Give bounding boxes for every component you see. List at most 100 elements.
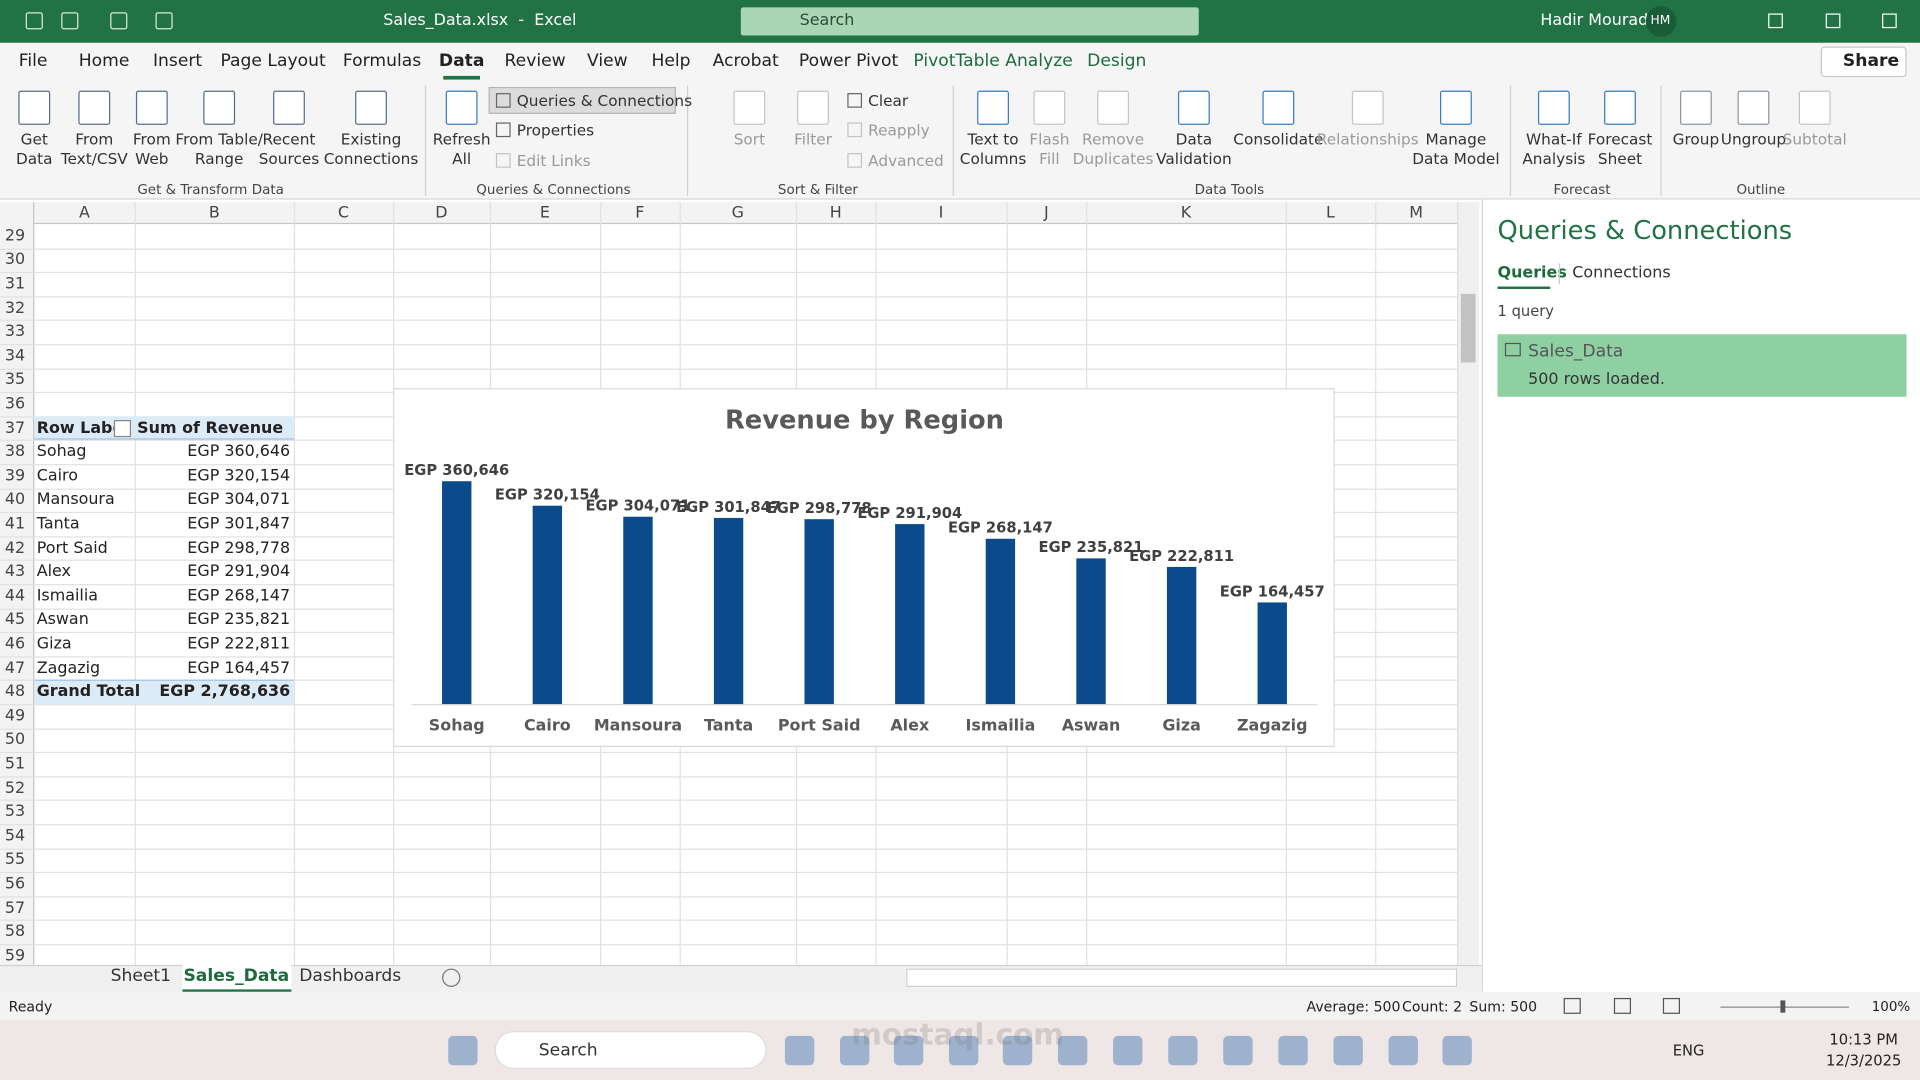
ribbon-button[interactable]: What-If Analysis [1522,129,1586,168]
window-control[interactable] [1768,13,1783,29]
bar[interactable] [532,506,563,705]
taskbar-app[interactable] [1057,1035,1088,1066]
quick-access-icon[interactable] [61,12,79,30]
bar[interactable] [1257,602,1287,705]
ribbon-button[interactable]: Consolidate [1233,129,1324,149]
taskbar-app[interactable] [893,1035,924,1066]
ribbon-small-button[interactable]: Properties [516,120,595,139]
ribbon-button[interactable]: Recent Sources [258,129,320,168]
ribbon-icon[interactable] [1033,90,1066,125]
ribbon-icon[interactable] [78,90,111,125]
ribbon-small-button[interactable]: Clear [868,91,909,110]
ribbon-tab[interactable]: Insert [152,51,203,72]
filter-button[interactable] [113,419,132,437]
taskbar-app[interactable] [1442,1035,1472,1066]
ribbon-small-button[interactable]: Reapply [868,120,930,139]
ribbon-icon[interactable] [1097,90,1129,125]
ribbon-icon[interactable] [1680,90,1712,125]
ribbon-button[interactable]: Filter [794,129,833,149]
add-sheet[interactable] [442,968,461,987]
ribbon-button[interactable]: From Web [132,129,171,168]
ribbon-tab[interactable]: Design [1087,51,1147,72]
ribbon-button[interactable]: Ungroup [1720,129,1787,149]
taskbar-search[interactable] [494,1031,767,1069]
view-button[interactable] [1662,997,1680,1014]
ribbon-button[interactable]: Remove Duplicates [1072,129,1154,168]
ribbon-icon[interactable] [1737,90,1770,125]
ribbon-button[interactable]: Get Data [16,129,53,168]
ribbon-icon[interactable] [1262,90,1295,125]
bar[interactable] [442,481,472,705]
ribbon-button[interactable]: Refresh All [432,129,491,168]
ribbon-tab[interactable]: Page Layout [220,51,326,72]
view-button[interactable] [1563,997,1581,1014]
ribbon-tab[interactable]: Acrobat [712,51,779,72]
taskbar-app[interactable] [948,1035,979,1066]
ribbon-icon[interactable] [977,90,1009,125]
ribbon-icon[interactable] [1798,90,1831,125]
ribbon-small-button[interactable]: Queries & Connections [516,91,693,110]
ribbon-icon[interactable] [1604,90,1636,125]
ribbon-tab[interactable]: PivotTable Analyze [913,51,1073,72]
share-button[interactable] [1820,46,1907,78]
bar[interactable] [804,519,834,705]
query-item[interactable]: Sales_Data 500 rows loaded. [1497,334,1907,397]
ribbon-tab[interactable]: Power Pivot [798,51,899,72]
bar[interactable] [1166,566,1197,705]
quick-access-icon[interactable] [155,12,173,30]
ribbon-button[interactable]: From Text/CSV [60,129,128,168]
ribbon-tab[interactable]: Home [78,51,130,72]
bar[interactable] [985,538,1016,705]
sheet-tab[interactable]: Sheet1 [110,966,172,986]
taskbar-app[interactable] [840,1035,870,1066]
search-box[interactable] [740,7,1199,36]
ribbon-icon[interactable] [18,90,51,125]
quick-access-icon[interactable] [110,12,128,30]
scroll-thumb[interactable] [1460,293,1476,363]
taskbar-app[interactable] [784,1035,815,1066]
ribbon-button[interactable]: Text to Columns [959,129,1027,168]
taskbar-app[interactable] [1002,1035,1033,1066]
ribbon-button[interactable]: Relationships [1316,129,1419,149]
taskbar-app[interactable] [1278,1035,1308,1066]
ribbon-button[interactable]: Flash Fill [1029,129,1070,168]
ribbon-icon[interactable] [445,90,478,125]
bar[interactable] [1076,558,1106,705]
ribbon-icon[interactable] [1537,90,1570,125]
taskbar-app[interactable] [1113,1035,1143,1066]
ribbon-icon[interactable] [203,90,236,125]
ribbon-button[interactable]: From Table/ Range [175,129,263,168]
view-button[interactable] [1613,997,1632,1014]
ribbon-tab[interactable]: Review [504,51,566,72]
taskbar-app[interactable] [1333,1035,1363,1066]
ribbon-icon[interactable] [797,90,829,125]
ribbon-small-button[interactable]: Edit Links [516,151,591,170]
quick-access-icon[interactable] [25,12,43,30]
ribbon-icon[interactable] [355,90,387,125]
ribbon-icon[interactable] [1351,90,1384,125]
bar[interactable] [623,516,653,705]
ribbon-tab[interactable]: Help [651,51,691,72]
ribbon-icon[interactable] [273,90,305,125]
ribbon-icon[interactable] [1440,90,1472,125]
taskbar-app[interactable] [448,1035,478,1066]
sheet-tab[interactable]: Sales_Data [183,966,290,986]
ribbon-button[interactable]: Subtotal [1782,129,1847,149]
window-control[interactable] [1882,13,1897,29]
ribbon-button[interactable]: Manage Data Model [1412,129,1500,168]
ribbon-small-button[interactable]: Advanced [868,151,944,170]
taskbar-app[interactable] [1388,1035,1418,1066]
chart[interactable]: Revenue by Region EGP 360,646 Sohag EGP 320… [393,388,1335,747]
ribbon-icon[interactable] [135,90,168,125]
ribbon-tab[interactable]: View [586,51,628,72]
sheet-tab[interactable]: Dashboards [299,966,402,986]
bar[interactable] [895,523,925,705]
taskbar-app[interactable] [1168,1035,1198,1066]
pane-tab[interactable]: Queries [1497,263,1567,283]
taskbar-app[interactable] [1223,1035,1253,1066]
ribbon-button[interactable]: Sort [733,129,766,149]
ribbon-icon[interactable] [733,90,766,125]
bar[interactable] [713,517,744,705]
ribbon-button[interactable]: Group [1672,129,1720,149]
window-control[interactable] [1825,13,1841,29]
